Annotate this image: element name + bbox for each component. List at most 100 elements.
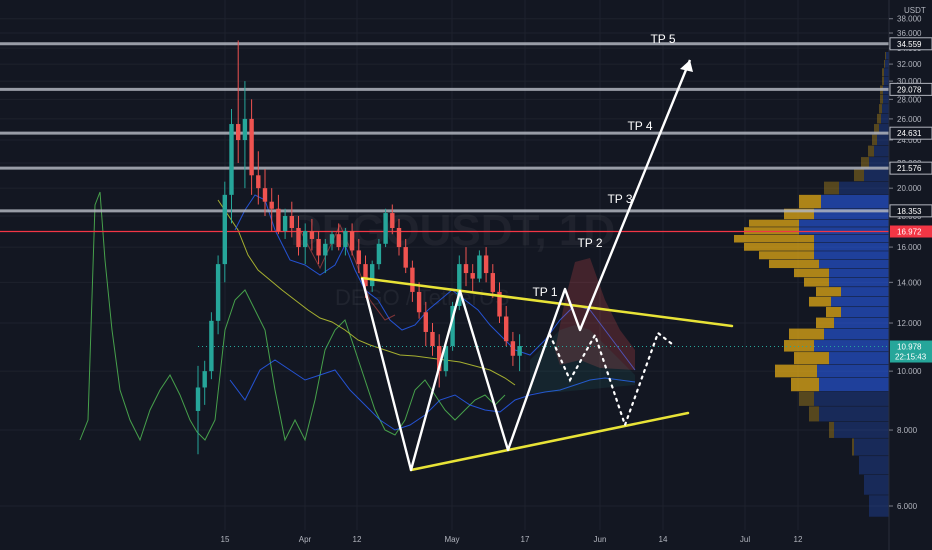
volume-bar-sell: [869, 495, 889, 517]
price-tick-label: 38.000: [897, 15, 922, 24]
volume-bar-sell: [814, 208, 889, 220]
volume-bar-sell: [884, 68, 889, 77]
time-axis: 15 Apr 12 May 17 Jun 14 Jul 12: [221, 535, 803, 544]
candle-body: [517, 345, 522, 356]
volume-bar-buy: [829, 421, 834, 438]
level-price-label: 34.559: [897, 40, 922, 49]
candle-body: [343, 231, 348, 248]
candle-body: [437, 345, 442, 372]
price-tick-label: 26.000: [897, 115, 922, 124]
grid: [0, 0, 889, 530]
volume-bar-buy: [784, 340, 814, 352]
price-tick-label: 28.000: [897, 95, 922, 104]
volume-bar-buy: [799, 391, 814, 406]
candle-body: [483, 255, 489, 274]
target-label: TP 3: [607, 192, 632, 206]
target-label: TP 4: [627, 119, 652, 133]
volume-bar-sell: [814, 234, 889, 243]
volume-bar-sell: [882, 104, 889, 114]
volume-bar-buy: [734, 234, 814, 243]
volume-bar-sell: [841, 287, 889, 297]
volume-bar-sell: [817, 364, 889, 378]
volume-bar-buy: [804, 277, 829, 287]
volume-bar-sell: [879, 124, 889, 135]
level-price-tag: [889, 126, 932, 140]
volume-bar-sell: [814, 251, 889, 260]
volume-bar-sell: [869, 157, 889, 169]
volume-bar-sell: [799, 227, 889, 235]
volume-bar-buy: [794, 268, 829, 278]
triangle-lower-trendline: [409, 411, 690, 472]
last-price-label: 10.978: [897, 343, 922, 352]
volume-bar-sell: [799, 219, 889, 227]
triangle-upper-trendline: [360, 276, 734, 328]
bollinger-basis-line: [299, 223, 396, 321]
volume-bar-buy: [872, 134, 877, 146]
candles: [195, 40, 522, 455]
volume-bar-buy: [809, 296, 831, 307]
candle-body: [490, 273, 495, 292]
volume-bar-sell: [884, 76, 889, 86]
volume-bar-buy: [879, 104, 882, 114]
candle-body: [510, 341, 516, 356]
countdown-label: 22:15:43: [895, 353, 927, 362]
candle-body: [256, 175, 261, 189]
time-axis-label: 12: [794, 535, 803, 544]
volume-bar-sell: [886, 52, 889, 60]
volume-bar-buy: [791, 377, 819, 392]
candle-body: [370, 264, 375, 287]
price-axis: USDT 6.000 8.000 10.000 12.000 14.000 16.000 1…: [888, 0, 932, 550]
candle-body: [222, 194, 227, 265]
candle-body: [416, 291, 422, 313]
volume-bar-sell: [883, 94, 889, 104]
volume-bar-buy: [799, 194, 821, 209]
time-axis-label: 14: [659, 535, 668, 544]
volume-bar-buy: [759, 251, 814, 260]
candle-body: [296, 227, 301, 248]
volume-bar-buy: [880, 94, 883, 104]
price-tick-label: 32.000: [897, 60, 922, 69]
volume-bar-sell: [874, 145, 889, 157]
candle-body: [450, 305, 455, 346]
price-tick-label: 8.000: [897, 426, 918, 435]
volume-bar-sell: [829, 268, 889, 278]
candle-body: [236, 124, 241, 141]
candle-body: [390, 213, 395, 228]
volume-bar-buy: [784, 208, 814, 220]
projection-path: [360, 59, 692, 472]
volume-bar-sell: [814, 340, 889, 352]
candle-body: [383, 213, 388, 244]
projection-cloud: [555, 258, 635, 370]
target-label: TP 2: [577, 236, 602, 250]
volume-bar-buy: [882, 76, 884, 86]
candle-body: [443, 345, 449, 372]
volume-bar-sell: [829, 352, 889, 365]
volume-bar-buy: [877, 113, 881, 124]
volume-bar-sell: [824, 328, 889, 340]
volume-bar-buy: [884, 60, 885, 68]
candle-body: [463, 264, 469, 274]
horizontal-levels: [0, 42, 889, 348]
candle-body: [349, 231, 355, 251]
time-axis-label: May: [444, 535, 459, 544]
candle-body: [423, 312, 428, 332]
candle-body: [269, 201, 274, 209]
volume-bar-sell: [877, 134, 889, 146]
drawings: TP 1 TP 2 TP 3 TP 4 TP 5: [360, 32, 734, 472]
price-tick-label: 16.000: [897, 243, 922, 252]
volume-bar-buy: [882, 68, 884, 77]
level-price-label: 29.078: [897, 85, 922, 94]
volume-bar-buy: [868, 145, 874, 157]
indicators: [79, 191, 636, 442]
price-tick-label: 10.000: [897, 367, 922, 376]
candle-body: [242, 118, 248, 141]
level-price-tag: [889, 37, 932, 51]
candle-body: [209, 320, 214, 372]
price-tick-label: 6.000: [897, 502, 918, 511]
candle-body: [410, 267, 415, 292]
time-axis-label: Apr: [299, 535, 312, 544]
oscillator-line: [79, 191, 506, 442]
candle-body: [363, 264, 368, 287]
projection-cloud-lower: [530, 325, 635, 393]
